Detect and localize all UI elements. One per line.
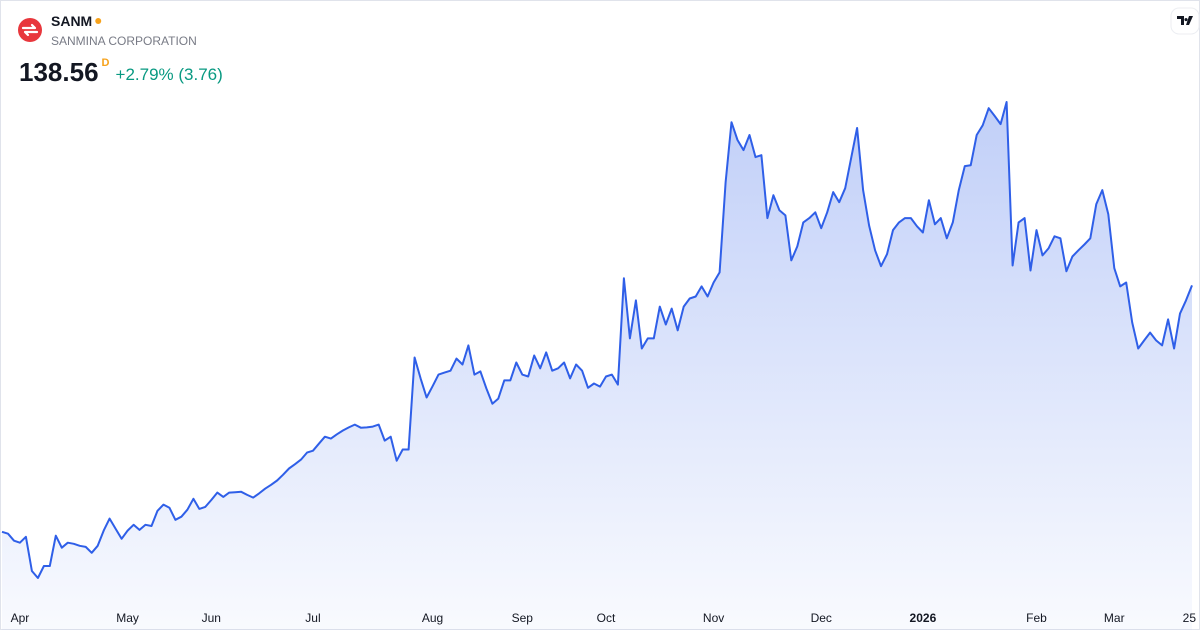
x-tick-label: May — [116, 611, 139, 625]
status-dot — [95, 18, 102, 24]
x-tick-label: Sep — [512, 611, 534, 625]
symbol: SANM — [51, 13, 92, 29]
price-line — [1, 101, 1193, 579]
logo — [18, 18, 42, 42]
x-tick-label: 25 — [1183, 611, 1197, 625]
tv-logo[interactable] — [1170, 7, 1200, 35]
x-tick-label: Aug — [422, 611, 443, 625]
x-tick-label: Jun — [202, 611, 221, 625]
x-tick-label: Nov — [703, 611, 724, 625]
price: 138.56 — [19, 57, 99, 87]
x-tick-label: Apr — [11, 611, 30, 625]
x-tick-label: Oct — [597, 611, 616, 625]
x-tick-label: Jul — [305, 611, 320, 625]
x-tick-label: 2026 — [910, 611, 937, 625]
area-fill — [2, 102, 1192, 630]
x-tick-label: Feb — [1026, 611, 1047, 625]
company-name: SANMINA CORPORATION — [51, 34, 197, 48]
x-tick-label: Dec — [811, 611, 832, 625]
interval: D — [102, 57, 110, 69]
x-tick-label: Mar — [1104, 611, 1125, 625]
price-change: +2.79% (3.76) — [116, 65, 223, 84]
